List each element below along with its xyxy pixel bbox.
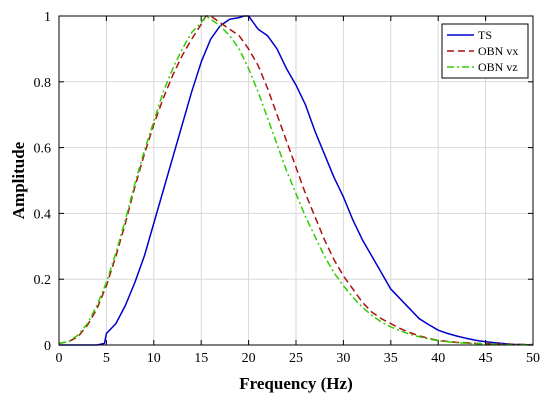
y-tick-label: 0.4 [34, 207, 52, 222]
y-tick-label: 1 [44, 10, 51, 25]
y-tick-label: 0.8 [34, 76, 52, 91]
x-tick-label: 45 [479, 351, 493, 366]
series-line-2 [58, 15, 534, 346]
y-tick-label: 0.6 [34, 142, 52, 157]
x-tick-label: 25 [289, 351, 303, 366]
legend: TS OBN vx OBN vz [441, 23, 529, 79]
legend-box [441, 23, 529, 79]
grid-lines [59, 16, 533, 345]
legend-label: OBN vx [478, 44, 518, 58]
series-line-3 [58, 15, 533, 346]
y-axis-title: Amplitude [9, 141, 28, 219]
axis-ticks: 0 5 10 15 20 25 30 35 40 45 50 0 0.2 0.4 0.6 0.8 1 [34, 10, 541, 366]
x-tick-label: 50 [526, 351, 540, 366]
x-tick-label: 20 [242, 351, 256, 366]
y-tick-label: 0.2 [34, 273, 52, 288]
y-tick-label: 0 [44, 339, 51, 354]
x-axis-title: Frequency (Hz) [239, 374, 352, 393]
legend-label: TS [478, 28, 492, 42]
x-tick-label: 15 [194, 351, 208, 366]
x-tick-label: 10 [147, 351, 161, 366]
series-line-1 [59, 15, 534, 346]
legend-label: OBN vz [478, 60, 518, 74]
x-tick-label: 35 [384, 351, 398, 366]
x-tick-label: 0 [56, 351, 63, 366]
x-tick-label: 5 [103, 351, 110, 366]
x-tick-label: 40 [431, 351, 445, 366]
series-lines [58, 15, 534, 346]
x-tick-label: 30 [336, 351, 350, 366]
